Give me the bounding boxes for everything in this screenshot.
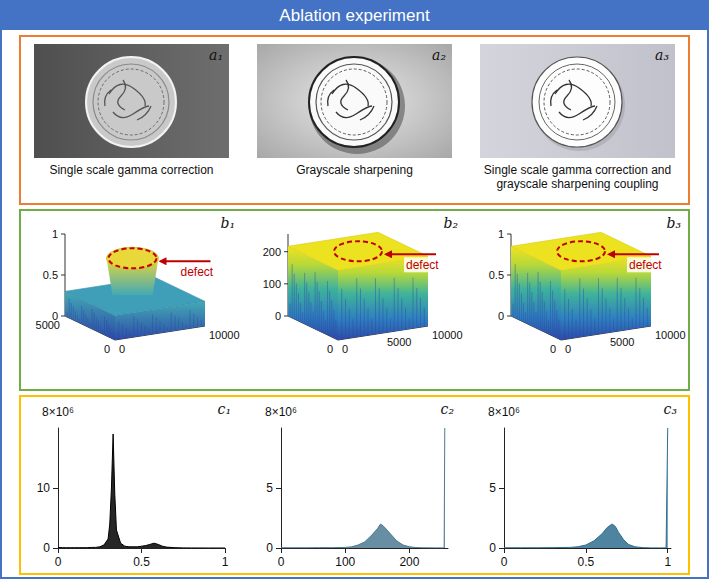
svg-text:grayscale sharpening coupling: grayscale sharpening coupling — [496, 177, 658, 191]
svg-text:0: 0 — [565, 343, 571, 355]
svg-text:c₁: c₁ — [218, 401, 231, 417]
svg-text:8×10⁶: 8×10⁶ — [42, 405, 74, 419]
svg-text:0: 0 — [104, 343, 110, 355]
svg-text:1: 1 — [222, 555, 229, 569]
svg-text:0: 0 — [278, 555, 285, 569]
svg-text:0: 0 — [51, 310, 58, 322]
svg-text:b₃: b₃ — [666, 215, 681, 231]
svg-text:1: 1 — [498, 228, 504, 240]
svg-text:0: 0 — [275, 310, 281, 322]
svg-text:5: 5 — [489, 481, 496, 495]
svg-text:0: 0 — [55, 555, 62, 569]
svg-text:100: 100 — [263, 278, 281, 290]
svg-text:5000: 5000 — [387, 336, 411, 348]
svg-text:0.5: 0.5 — [43, 269, 58, 281]
svg-text:200: 200 — [399, 555, 419, 569]
svg-text:c₂: c₂ — [441, 401, 455, 417]
svg-text:5: 5 — [266, 481, 273, 495]
svg-text:0: 0 — [342, 343, 348, 355]
svg-text:Single scale gamma correction: Single scale gamma correction and — [484, 163, 671, 177]
svg-text:0: 0 — [498, 310, 504, 322]
svg-text:Grayscale sharpening: Grayscale sharpening — [296, 163, 413, 177]
svg-text:0.5: 0.5 — [489, 269, 504, 281]
svg-text:a₁: a₁ — [209, 47, 223, 63]
svg-text:a₃: a₃ — [655, 47, 669, 63]
svg-text:0: 0 — [327, 343, 333, 355]
svg-text:defect: defect — [181, 265, 214, 279]
svg-text:10: 10 — [37, 481, 51, 495]
svg-text:1: 1 — [664, 555, 671, 569]
svg-text:0.5: 0.5 — [578, 555, 595, 569]
svg-text:a₂: a₂ — [432, 47, 446, 63]
svg-text:b₁: b₁ — [220, 215, 235, 231]
svg-text:10000: 10000 — [655, 329, 686, 341]
svg-text:c₃: c₃ — [664, 401, 678, 417]
svg-text:8×10⁶: 8×10⁶ — [265, 405, 297, 419]
svg-text:0: 0 — [489, 541, 496, 555]
svg-text:10000: 10000 — [209, 329, 240, 341]
svg-text:100: 100 — [335, 555, 355, 569]
svg-text:0: 0 — [266, 541, 273, 555]
svg-text:200: 200 — [263, 246, 281, 258]
svg-text:defect: defect — [629, 258, 662, 272]
svg-text:0: 0 — [501, 555, 508, 569]
svg-text:10000: 10000 — [432, 329, 463, 341]
svg-text:Single scale gamma correction: Single scale gamma correction — [49, 163, 213, 177]
svg-text:5000: 5000 — [610, 336, 634, 348]
svg-text:0: 0 — [43, 541, 50, 555]
svg-text:8×10⁶: 8×10⁶ — [488, 405, 520, 419]
svg-text:0: 0 — [550, 343, 556, 355]
svg-text:0: 0 — [119, 343, 125, 355]
svg-text:0.5: 0.5 — [133, 555, 150, 569]
svg-text:1: 1 — [52, 228, 58, 240]
svg-text:Ablation experiment: Ablation experiment — [279, 6, 430, 25]
svg-text:defect: defect — [406, 258, 439, 272]
svg-text:5000: 5000 — [36, 319, 60, 331]
svg-text:b₂: b₂ — [443, 215, 458, 231]
